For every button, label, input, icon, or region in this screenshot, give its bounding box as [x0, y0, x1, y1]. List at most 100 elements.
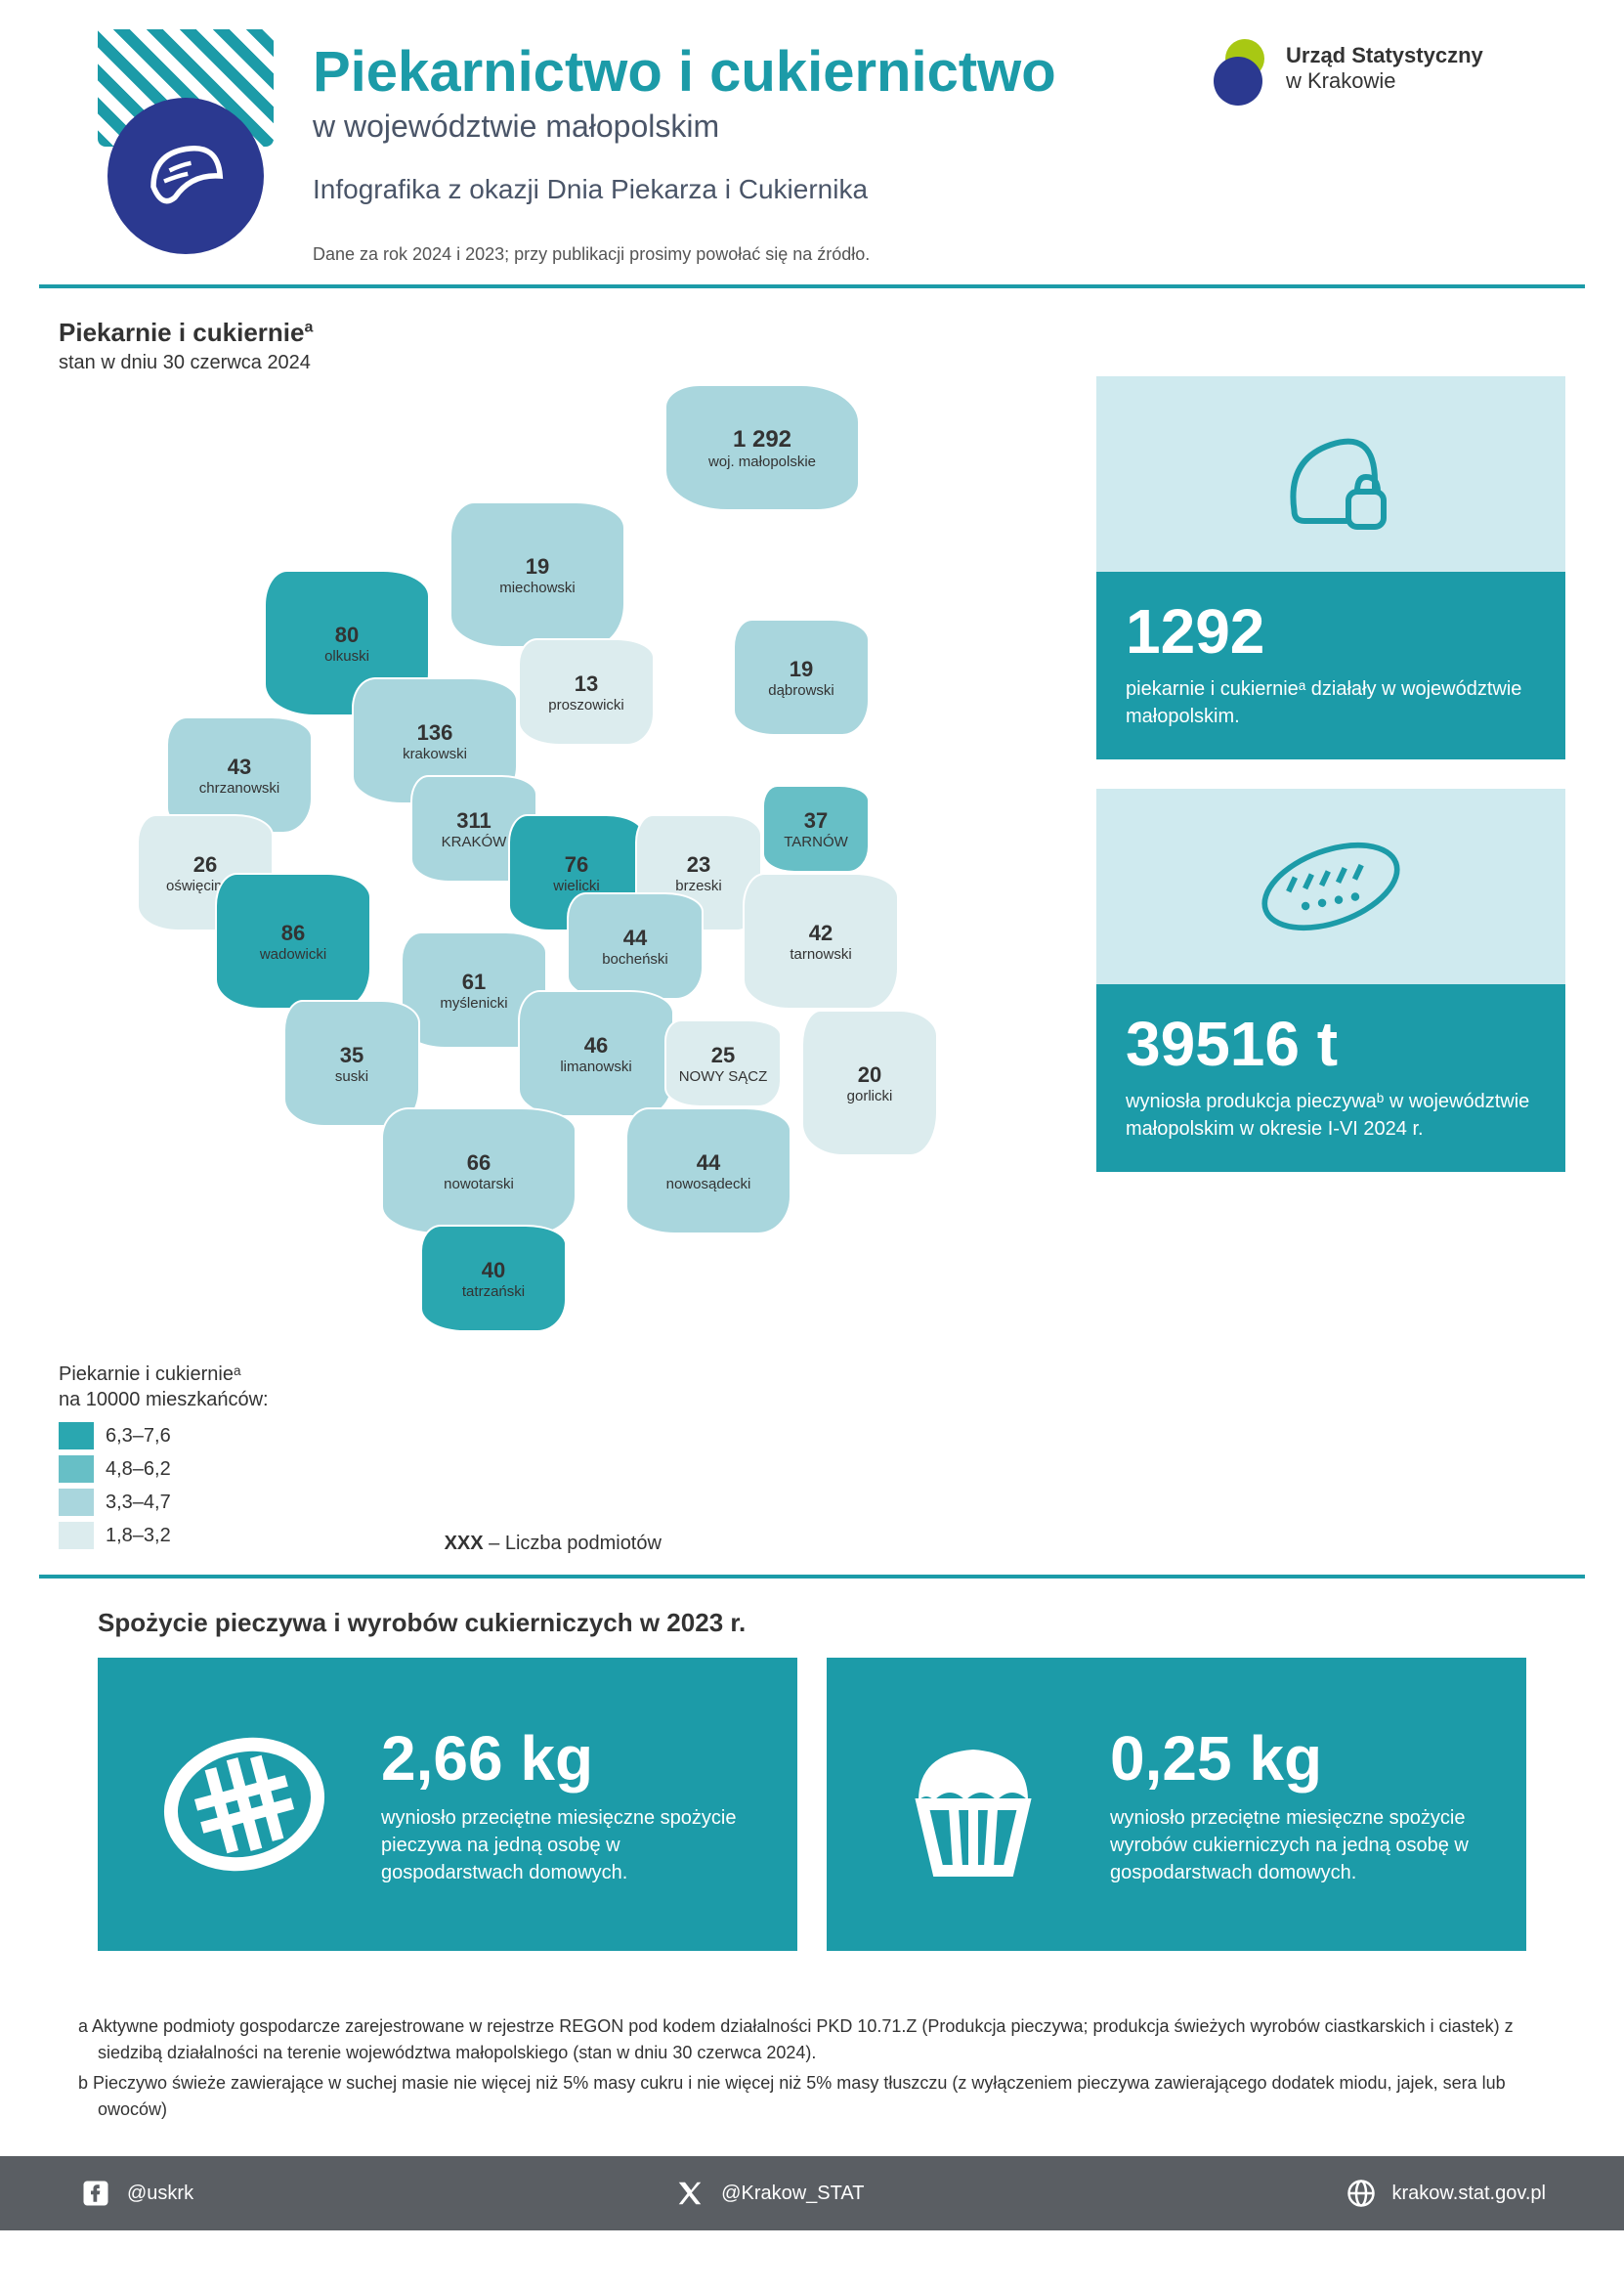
district-value: 44 [697, 1150, 720, 1176]
source-note: Dane za rok 2024 i 2023; przy publikacji… [313, 244, 1175, 265]
legend-row: 3,3–4,7 [59, 1489, 269, 1516]
district-name: wielicki [553, 878, 600, 894]
croissant-icon [107, 98, 264, 254]
stat-desc: piekarnie i cukiernieᵃ działały w wojewó… [1126, 675, 1536, 730]
district-dąbrowski: 19dąbrowski [733, 619, 870, 736]
district-miechowski: 19miechowski [449, 501, 625, 648]
district-tatrzański: 40tatrzański [420, 1225, 567, 1332]
district-value: 42 [809, 921, 833, 946]
stat-cards: 1292 piekarnie i cukiernieᵃ działały w wo… [1096, 318, 1565, 1555]
org-line1: Urząd Statystyczny [1286, 43, 1483, 67]
legend-swatch [59, 1455, 94, 1483]
consumption-text: 0,25 kgwyniosło przeciętne miesięczne sp… [1110, 1722, 1487, 1886]
legend-note-rest: – Liczba podmiotów [484, 1533, 662, 1554]
header-text: Piekarnictwo i cukiernictwo w województw… [313, 29, 1175, 265]
district-value: 20 [858, 1062, 881, 1088]
district-name: olkuski [324, 648, 369, 665]
footnotes: a Aktywne podmioty gospodarcze zarejestr… [0, 1980, 1624, 2156]
org-name: Urząd Statystyczny w Krakowie [1286, 43, 1483, 95]
consumption-value: 0,25 kg [1110, 1722, 1487, 1795]
district-value: 25 [711, 1043, 735, 1068]
consumption-heading: Spożycie pieczywa i wyrobów cukierniczyc… [98, 1608, 1526, 1638]
district-value: 37 [804, 808, 828, 834]
legend-row: 6,3–7,6 [59, 1422, 269, 1449]
district-value: 136 [417, 720, 453, 746]
stat-desc: wyniosła produkcja pieczywaᵇ w województ… [1126, 1088, 1536, 1143]
consumption-cards: 2,66 kg wyniosło przeciętne miesięczne sp… [98, 1658, 1526, 1951]
district-name: tatrzański [462, 1283, 525, 1300]
district-value: 19 [790, 657, 813, 682]
legend-swatch [59, 1489, 94, 1516]
consumption-desc: wyniosło przeciętne miesięczne spożycie … [381, 1804, 758, 1886]
legend-label: 6,3–7,6 [106, 1425, 171, 1448]
district-tarnowski: 42tarnowski [743, 873, 899, 1010]
district-name: NOWY SĄCZ [679, 1068, 768, 1085]
breadloaf-icon [137, 1707, 352, 1902]
district-value: 61 [462, 970, 486, 995]
stat-body: 1292 piekarnie i cukiernieᵃ działały w wo… [1096, 572, 1565, 759]
legend-swatch [59, 1522, 94, 1549]
inset-value: 1 292 [733, 426, 791, 454]
district-value: 86 [281, 921, 305, 946]
choropleth-map: 1 292woj. małopolskie 19miechowski 80olkus… [59, 384, 938, 1342]
map-heading: Piekarnie i cukierniea [59, 318, 1067, 348]
legend-swatch [59, 1422, 94, 1449]
district-nowy-sącz: 25NOWY SĄCZ [664, 1019, 782, 1107]
district-nowosądecki: 44nowosądecki [625, 1107, 791, 1234]
district-value: 35 [340, 1043, 363, 1068]
legend-note: XXX – Liczba podmiotów [445, 1533, 662, 1555]
district-name: chrzanowski [199, 780, 280, 797]
district-name: dąbrowski [768, 682, 834, 699]
footer-facebook-handle: @uskrk [127, 2183, 193, 2205]
district-name: TARNÓW [784, 834, 848, 850]
district-wadowicki: 86wadowicki [215, 873, 371, 1010]
district-value: 23 [687, 852, 710, 878]
district-name: gorlicki [847, 1088, 893, 1104]
org-line2: w Krakowie [1286, 68, 1395, 93]
footer-web[interactable]: krakow.stat.gov.pl [1344, 2176, 1546, 2211]
legend-note-bold: XXX [445, 1533, 484, 1554]
globe-icon [1344, 2176, 1379, 2211]
district-tarnów: 37TARNÓW [762, 785, 870, 873]
legend-label: 3,3–4,7 [106, 1492, 171, 1514]
bread-icon [1096, 376, 1565, 572]
legend-row: 1,8–3,2 [59, 1522, 269, 1549]
loaf-icon [1096, 789, 1565, 984]
district-name: nowosądecki [666, 1176, 751, 1192]
facebook-icon [78, 2176, 113, 2211]
district-value: 26 [193, 852, 217, 878]
district-name: bocheński [602, 951, 668, 968]
legend-title: Piekarnie i cukiernieᵃna 10000 mieszkańc… [59, 1362, 269, 1412]
map-section: Piekarnie i cukierniea stan w dniu 30 cz… [0, 288, 1624, 1575]
map-subheading: stan w dniu 30 czerwca 2024 [59, 352, 1067, 374]
header-logo [98, 29, 274, 244]
district-value: 19 [526, 554, 549, 580]
district-name: brzeski [675, 878, 722, 894]
footer-twitter[interactable]: @Krakow_STAT [672, 2176, 864, 2211]
stat-value: 1292 [1126, 595, 1536, 668]
district-name: KRAKÓW [442, 834, 507, 850]
district-value: 43 [228, 755, 251, 780]
legend-row: 4,8–6,2 [59, 1455, 269, 1483]
header: Piekarnictwo i cukiernictwo w województw… [39, 0, 1585, 288]
district-nowotarski: 66nowotarski [381, 1107, 577, 1234]
district-value: 311 [456, 808, 491, 834]
district-value: 66 [467, 1150, 491, 1176]
consumption-card: 2,66 kg wyniosło przeciętne miesięczne sp… [98, 1658, 797, 1951]
district-name: krakowski [403, 746, 467, 762]
district-value: 40 [482, 1258, 505, 1283]
footnote-b: b Pieczywo świeże zawierające w suchej m… [78, 2070, 1546, 2123]
cupcake-icon [866, 1707, 1081, 1902]
district-value: 13 [575, 671, 598, 697]
occasion-text: Infografika z okazji Dnia Piekarza i Cuk… [313, 174, 1175, 205]
district-limanowski: 46limanowski [518, 990, 674, 1117]
stat-body: 39516 twyniosła produkcja pieczywaᵇ w wo… [1096, 984, 1565, 1172]
footer-facebook[interactable]: @uskrk [78, 2176, 193, 2211]
map-inset: 1 292woj. małopolskie [664, 384, 860, 511]
district-name: tarnowski [790, 946, 851, 963]
inset-name: woj. małopolskie [708, 454, 816, 470]
district-name: nowotarski [444, 1176, 514, 1192]
consumption-value: 2,66 kg [381, 1722, 758, 1795]
district-value: 80 [335, 623, 359, 648]
stat-card: 1292 piekarnie i cukiernieᵃ działały w wo… [1096, 376, 1565, 759]
